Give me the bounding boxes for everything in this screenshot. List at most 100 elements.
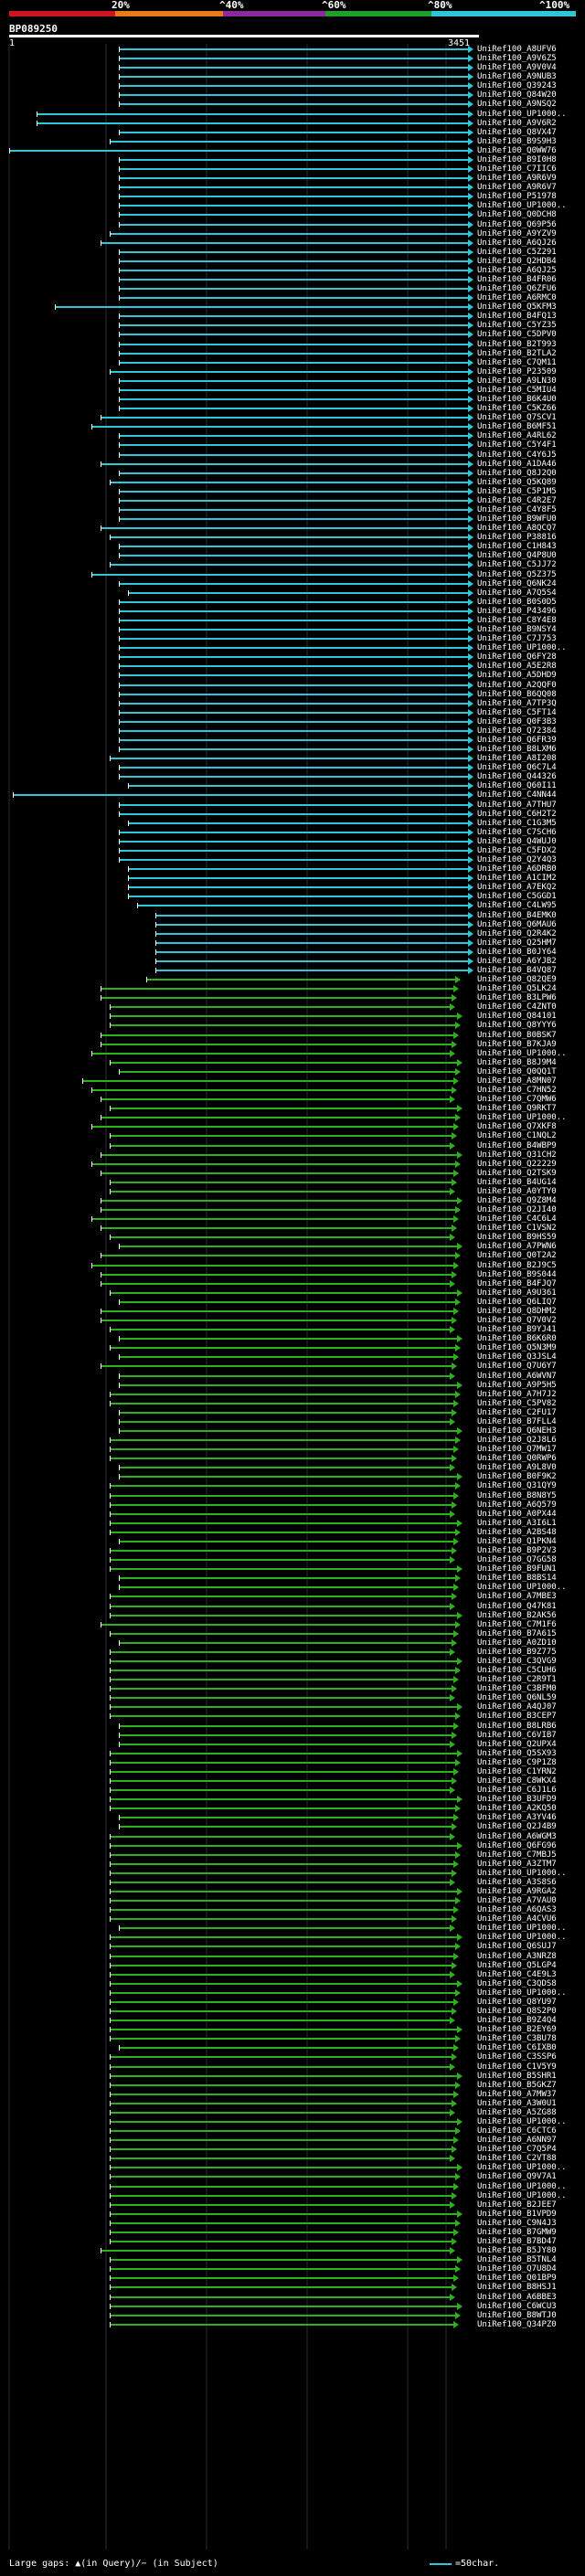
- hit-row[interactable]: UniRef100_B5JY80: [0, 2245, 585, 2256]
- hit-id-label[interactable]: UniRef100_B6MF51: [477, 422, 557, 432]
- hit-id-label[interactable]: UniRef100_A9L8V0: [477, 1463, 557, 1473]
- hit-id-label[interactable]: UniRef100_B7KJA9: [477, 1039, 557, 1049]
- hit-id-label[interactable]: UniRef100_B7FLL4: [477, 1416, 557, 1426]
- alignment-bar[interactable]: [119, 1374, 450, 1377]
- hit-row[interactable]: UniRef100_B2J9C5: [0, 1260, 585, 1271]
- alignment-bar[interactable]: [101, 417, 468, 419]
- alignment-bar[interactable]: [110, 2203, 450, 2206]
- hit-id-label[interactable]: UniRef100_Q6FG96: [477, 1840, 557, 1850]
- hit-row[interactable]: UniRef100_C3SSP6: [0, 2051, 585, 2062]
- alignment-bar[interactable]: [119, 2047, 453, 2050]
- hit-row[interactable]: UniRef100_A6WVN7: [0, 1371, 585, 1382]
- hit-id-label[interactable]: UniRef100_C7MBJ5: [477, 1850, 557, 1860]
- hit-id-label[interactable]: UniRef100_Q69P56: [477, 219, 557, 229]
- hit-id-label[interactable]: UniRef100_C5MIU4: [477, 385, 557, 395]
- alignment-bar[interactable]: [119, 776, 468, 779]
- alignment-bar[interactable]: [91, 1218, 453, 1221]
- hit-id-label[interactable]: UniRef100_Q6ZFU6: [477, 284, 557, 294]
- hit-row[interactable]: UniRef100_Q0F3B3: [0, 716, 585, 727]
- hit-id-label[interactable]: UniRef100_Q2JI40: [477, 1205, 557, 1215]
- alignment-bar[interactable]: [110, 370, 468, 373]
- alignment-bar[interactable]: [119, 250, 468, 253]
- hit-row[interactable]: UniRef100_A4RL62: [0, 430, 585, 441]
- alignment-bar[interactable]: [119, 472, 468, 474]
- alignment-bar[interactable]: [119, 76, 468, 79]
- hit-id-label[interactable]: UniRef100_C2R9T1: [477, 1675, 557, 1685]
- alignment-bar[interactable]: [146, 979, 455, 981]
- alignment-bar[interactable]: [119, 205, 468, 207]
- hit-row[interactable]: UniRef100_B3UFD9: [0, 1794, 585, 1805]
- hit-row[interactable]: UniRef100_Q2JI40: [0, 1204, 585, 1215]
- alignment-bar[interactable]: [110, 2185, 453, 2188]
- alignment-bar[interactable]: [110, 2130, 455, 2133]
- hit-row[interactable]: UniRef100_B0F9K2: [0, 1471, 585, 1482]
- hit-row[interactable]: UniRef100_Q2R4K2: [0, 928, 585, 939]
- hit-row[interactable]: UniRef100_Q0DCH8: [0, 209, 585, 220]
- hit-id-label[interactable]: UniRef100_Q4WUJ0: [477, 836, 557, 846]
- hit-row[interactable]: UniRef100_Q8YU97: [0, 1997, 585, 2008]
- hit-row[interactable]: UniRef100_Q8VX47: [0, 127, 585, 138]
- hit-id-label[interactable]: UniRef100_B2EY69: [477, 2025, 557, 2035]
- hit-row[interactable]: UniRef100_B4EMK0: [0, 910, 585, 921]
- hit-row[interactable]: UniRef100_Q0WW76: [0, 145, 585, 156]
- hit-row[interactable]: UniRef100_Q22229: [0, 1159, 585, 1170]
- alignment-bar[interactable]: [110, 1550, 452, 1553]
- hit-id-label[interactable]: UniRef100_Q5KQ89: [477, 477, 557, 487]
- hit-id-label[interactable]: UniRef100_Q5Z375: [477, 569, 557, 579]
- alignment-bar[interactable]: [155, 950, 468, 953]
- hit-id-label[interactable]: UniRef100_A3S8S6: [477, 1877, 557, 1887]
- hit-id-label[interactable]: UniRef100_C6VIB7: [477, 1730, 557, 1740]
- alignment-bar[interactable]: [91, 1264, 453, 1267]
- hit-row[interactable]: UniRef100_A9V6Z5: [0, 53, 585, 64]
- alignment-bar[interactable]: [110, 2029, 457, 2031]
- hit-id-label[interactable]: UniRef100_C7J753: [477, 634, 557, 644]
- hit-id-label[interactable]: UniRef100_Q8J2Q0: [477, 468, 557, 478]
- hit-id-label[interactable]: UniRef100_C6WCU3: [477, 2301, 557, 2311]
- hit-id-label[interactable]: UniRef100_A8I208: [477, 754, 557, 764]
- alignment-bar[interactable]: [119, 1246, 457, 1248]
- hit-id-label[interactable]: UniRef100_A7THU7: [477, 800, 557, 810]
- hit-row[interactable]: UniRef100_A2KQ50: [0, 1803, 585, 1814]
- hit-row[interactable]: UniRef100_Q5KQ89: [0, 477, 585, 488]
- hit-row[interactable]: UniRef100_A6QJ25: [0, 265, 585, 276]
- alignment-bar[interactable]: [128, 886, 468, 889]
- alignment-bar[interactable]: [119, 1743, 450, 1745]
- alignment-bar[interactable]: [110, 1761, 455, 1764]
- hit-row[interactable]: UniRef100_Q9V7A1: [0, 2171, 585, 2182]
- hit-id-label[interactable]: UniRef100_Q6LIQ7: [477, 1297, 557, 1307]
- alignment-bar[interactable]: [37, 112, 468, 115]
- hit-id-label[interactable]: UniRef100_B5TNL4: [477, 2255, 557, 2265]
- hit-id-label[interactable]: UniRef100_A6BBE3: [477, 2292, 557, 2302]
- alignment-bar[interactable]: [119, 600, 468, 603]
- alignment-bar[interactable]: [119, 67, 468, 69]
- hit-id-label[interactable]: UniRef100_Q0T2A2: [477, 1251, 557, 1261]
- hit-id-label[interactable]: UniRef100_Q6FY28: [477, 652, 557, 663]
- alignment-bar[interactable]: [110, 2314, 455, 2316]
- alignment-bar[interactable]: [110, 1697, 450, 1700]
- hit-id-label[interactable]: UniRef100_C9P1Z8: [477, 1757, 557, 1767]
- alignment-bar[interactable]: [110, 1006, 450, 1009]
- alignment-bar[interactable]: [119, 499, 468, 502]
- alignment-bar[interactable]: [119, 1411, 452, 1414]
- hit-id-label[interactable]: UniRef100_Q2UPX4: [477, 1739, 557, 1749]
- alignment-bar[interactable]: [13, 794, 468, 797]
- hit-row[interactable]: UniRef100_A6Q579: [0, 1500, 585, 1511]
- alignment-bar[interactable]: [110, 2305, 457, 2307]
- hit-row[interactable]: UniRef100_C6CTC6: [0, 2125, 585, 2136]
- alignment-bar[interactable]: [119, 1817, 453, 1819]
- hit-id-label[interactable]: UniRef100_C5KZ66: [477, 404, 557, 414]
- hit-row[interactable]: UniRef100_A7EKQ2: [0, 882, 585, 893]
- alignment-bar[interactable]: [110, 2167, 457, 2169]
- hit-id-label[interactable]: UniRef100_Q7MW17: [477, 1445, 557, 1455]
- hit-id-label[interactable]: UniRef100_A9P5H5: [477, 1380, 557, 1390]
- hit-row[interactable]: UniRef100_B2TLA2: [0, 348, 585, 359]
- hit-row[interactable]: UniRef100_Q5LGP4: [0, 1960, 585, 1971]
- alignment-bar[interactable]: [119, 315, 468, 318]
- alignment-bar[interactable]: [119, 1420, 450, 1423]
- hit-row[interactable]: UniRef100_Q0T2A2: [0, 1250, 585, 1261]
- alignment-bar[interactable]: [110, 1991, 455, 1994]
- hit-id-label[interactable]: UniRef100_A5E2R8: [477, 662, 557, 672]
- hit-id-label[interactable]: UniRef100_B9S044: [477, 1269, 557, 1279]
- alignment-bar[interactable]: [110, 1807, 455, 1810]
- hit-row[interactable]: UniRef100_C3BU78: [0, 2033, 585, 2044]
